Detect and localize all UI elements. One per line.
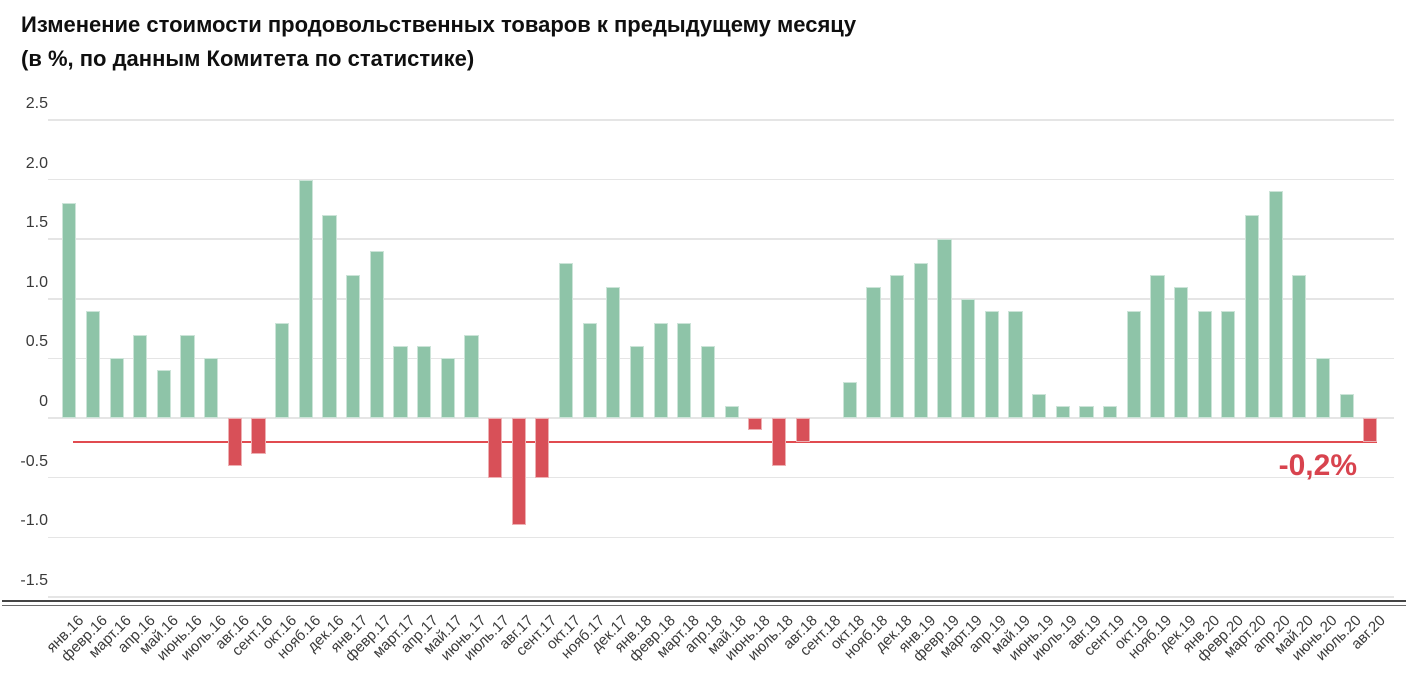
bar xyxy=(1221,310,1236,418)
y-axis-tick-label: -0.5 xyxy=(20,452,48,470)
bar xyxy=(890,274,905,418)
bar xyxy=(487,418,503,478)
bar xyxy=(251,418,266,454)
bar xyxy=(748,418,763,430)
y-axis-tick-label: 2.5 xyxy=(25,94,48,112)
chart-title: Изменение стоимости продовольственных то… xyxy=(21,12,857,37)
bar xyxy=(204,358,219,418)
y-axis-tick-label: 0 xyxy=(39,393,48,410)
reference-annotation: -0,2% xyxy=(1278,449,1357,482)
bar xyxy=(1315,358,1331,418)
bar xyxy=(795,418,810,442)
gridline xyxy=(48,178,1394,181)
bar xyxy=(275,322,290,418)
bar xyxy=(133,334,148,418)
bar xyxy=(653,322,668,418)
bar xyxy=(1032,394,1047,418)
bar xyxy=(1079,406,1094,418)
y-axis-tick-label: 1.5 xyxy=(25,214,48,232)
bar xyxy=(85,310,101,418)
gridline xyxy=(48,357,1394,360)
chart-subtitle: (в %, по данным Комитета по статистике) xyxy=(21,46,475,71)
bar xyxy=(464,334,479,418)
bar xyxy=(1339,394,1354,418)
bar xyxy=(1268,191,1283,418)
bar xyxy=(1197,310,1212,418)
bar xyxy=(724,406,739,418)
bar xyxy=(1150,274,1165,418)
bar xyxy=(417,346,432,418)
gridline xyxy=(48,536,1394,538)
bar xyxy=(535,418,550,478)
bar xyxy=(1103,406,1118,418)
y-axis-tick-label: -1.5 xyxy=(20,571,48,589)
reference-line xyxy=(73,440,1378,443)
y-axis-tick-label: -1.0 xyxy=(20,512,48,530)
bar xyxy=(440,358,455,418)
bar xyxy=(937,239,952,418)
y-axis-tick-label: 1.0 xyxy=(25,273,48,291)
gridline xyxy=(48,298,1394,300)
bar xyxy=(1292,274,1307,418)
bar xyxy=(582,322,597,418)
y-axis-tick-label: 0.5 xyxy=(25,333,48,351)
bar xyxy=(62,203,77,418)
bar xyxy=(393,346,408,418)
bar xyxy=(346,274,361,418)
gridline xyxy=(48,596,1394,598)
gridline xyxy=(48,238,1394,240)
bar xyxy=(369,251,384,418)
bar xyxy=(606,286,621,418)
x-axis-line xyxy=(2,600,1406,602)
bar xyxy=(180,334,195,418)
bar xyxy=(298,179,313,418)
bar xyxy=(984,310,999,418)
bar xyxy=(1126,310,1141,418)
title-block: Изменение стоимости продовольственных то… xyxy=(21,8,856,76)
bar xyxy=(1363,418,1378,442)
x-axis-line-secondary xyxy=(2,604,1406,606)
bar xyxy=(1055,406,1070,418)
bar xyxy=(322,215,337,418)
gridline xyxy=(48,417,1394,419)
bar xyxy=(629,346,645,418)
gridline xyxy=(48,119,1394,121)
bar xyxy=(913,262,928,418)
bar xyxy=(866,286,881,418)
bar xyxy=(961,298,976,418)
gridline xyxy=(48,476,1394,479)
bar xyxy=(558,262,574,418)
bar xyxy=(700,346,716,418)
bar xyxy=(227,418,242,466)
bar xyxy=(511,418,526,526)
bar xyxy=(156,370,171,418)
bar xyxy=(842,382,857,418)
bar xyxy=(1173,286,1189,418)
bar xyxy=(1244,215,1260,418)
bar xyxy=(771,418,787,466)
bar xyxy=(109,358,124,418)
bar xyxy=(1008,310,1023,418)
bar xyxy=(677,322,692,418)
y-axis-tick-label: 2.0 xyxy=(25,154,48,172)
